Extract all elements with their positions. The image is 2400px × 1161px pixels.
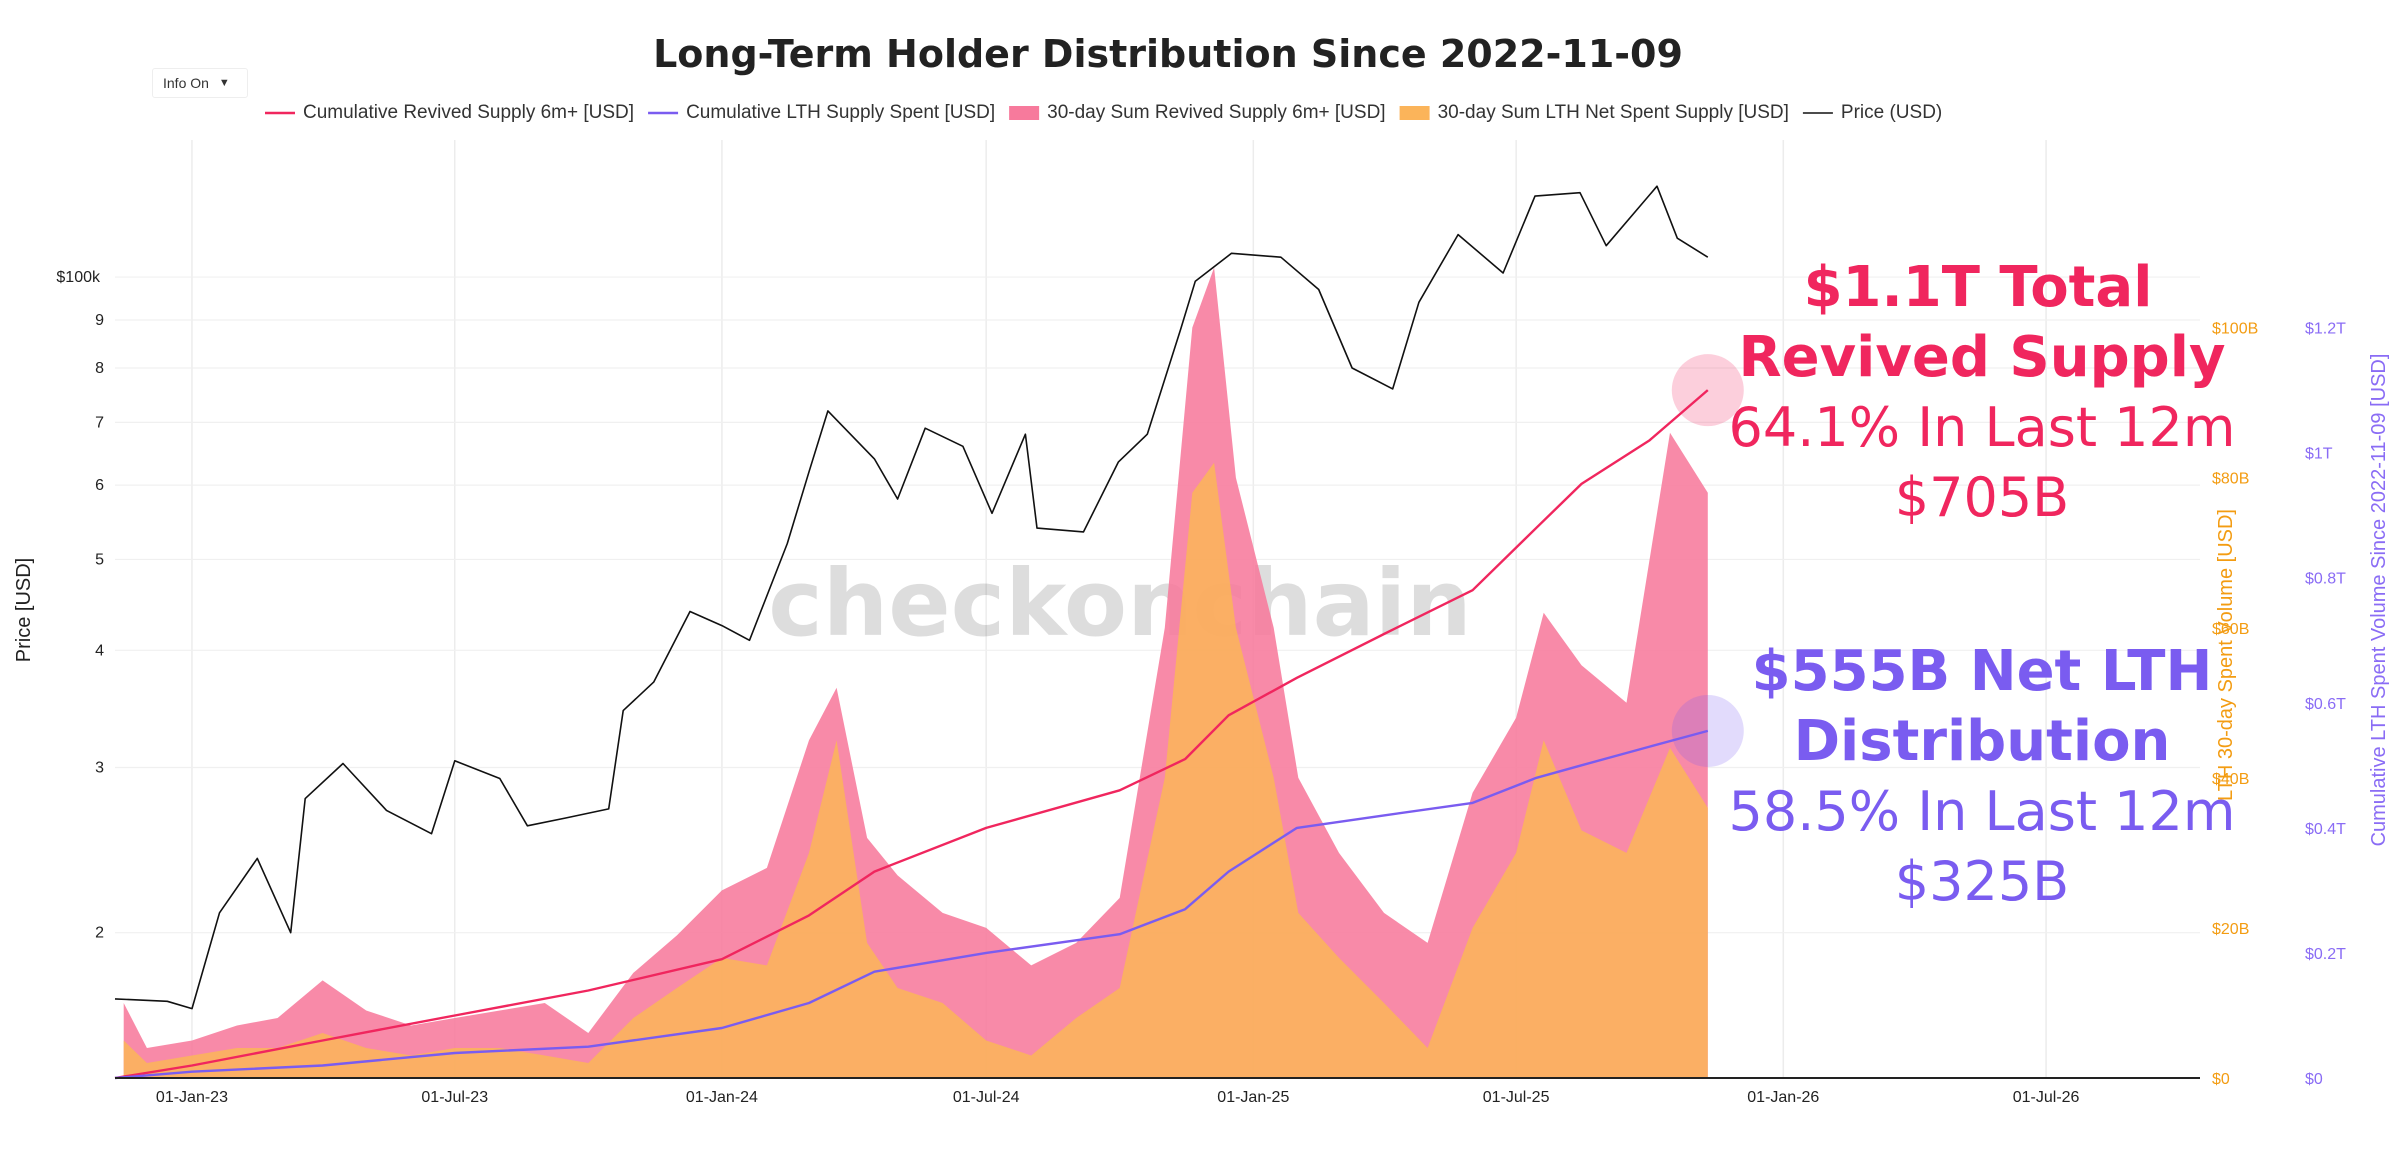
lth-annotation: $555B Net LTH Distribution 58.5% In Last… <box>1729 639 2236 913</box>
revived-annotation: $1.1T Total Revived Supply 64.1% In Last… <box>1729 255 2236 529</box>
price-tick-label: 3 <box>95 760 104 777</box>
price-axis-title: Price [USD] <box>13 558 35 662</box>
cumulative-tick-label: $0.2T <box>2305 946 2346 963</box>
highlight-marker <box>1671 354 1744 427</box>
volume-tick-label: $0 <box>2212 1071 2230 1088</box>
legend-label: Cumulative Revived Supply 6m+ [USD] <box>303 102 634 123</box>
line-series <box>114 185 1709 1080</box>
volume-tick-label: $20B <box>2212 921 2249 938</box>
cumulative-tick-label: $0 <box>2305 1071 2323 1088</box>
legend-swatch <box>1009 106 1040 120</box>
volume-tick-label: $40B <box>2212 771 2249 788</box>
lth-annotation-line3: 58.5% In Last 12m <box>1729 780 2236 843</box>
legend-item: 30-day Sum Revived Supply 6m+ [USD] <box>1009 102 1386 123</box>
legend-item: Cumulative Revived Supply 6m+ [USD] <box>265 102 634 123</box>
revived-annotation-line2: Revived Supply <box>1739 325 2226 390</box>
info-toggle-label: Info On <box>163 75 209 91</box>
lth-annotation-line1: $555B Net LTH <box>1752 639 2213 704</box>
price-tick-label: 5 <box>95 551 104 568</box>
axes: 01-Jan-23 01-Jul-23 01-Jan-24 01-Jul-24 01-J… <box>13 269 2390 1106</box>
price-tick-label: 6 <box>95 477 104 494</box>
cumulative-axis-title: Cumulative LTH Spent Volume Since 2022-1… <box>2368 354 2390 847</box>
highlight-marker <box>1671 694 1744 767</box>
x-tick-label: 01-Jul-23 <box>421 1089 488 1106</box>
chevron-down-icon: ▼ <box>218 77 230 89</box>
cumulative-tick-label: $0.8T <box>2305 571 2346 588</box>
price-tick-label: 4 <box>95 642 104 659</box>
legend-item: Price (USD) <box>1802 102 1942 123</box>
volume-tick-label: $100B <box>2212 321 2258 338</box>
legend-label: 30-day Sum Revived Supply 6m+ [USD] <box>1047 102 1385 123</box>
series-line <box>114 729 1709 1080</box>
legend-label: Cumulative LTH Supply Spent [USD] <box>686 102 995 123</box>
x-tick-label: 01-Jan-24 <box>686 1089 758 1106</box>
area-series <box>123 267 1708 1079</box>
volume-tick-label: $60B <box>2212 621 2249 638</box>
lth-annotation-line4: $325B <box>1895 850 2069 913</box>
highlight-markers <box>1671 354 1744 767</box>
series-area <box>123 267 1708 1079</box>
cumulative-tick-label: $1.2T <box>2305 321 2346 338</box>
series-area <box>123 462 1708 1078</box>
price-tick-label: 9 <box>95 312 104 329</box>
x-tick-label: 01-Jan-26 <box>1747 1089 1819 1106</box>
x-tick-label: 01-Jan-25 <box>1217 1089 1289 1106</box>
price-tick-label: 7 <box>95 414 104 431</box>
series-line <box>114 185 1709 1010</box>
price-tick-label: 2 <box>95 925 104 942</box>
chart-title: Long-Term Holder Distribution Since 2022… <box>653 32 1683 76</box>
x-tick-label: 01-Jan-23 <box>156 1089 228 1106</box>
info-toggle-button[interactable]: Info On ▼ <box>152 68 248 98</box>
legend-label: Price (USD) <box>1841 102 1942 123</box>
watermark: checkonchain <box>768 550 1472 657</box>
legend-item: 30-day Sum LTH Net Spent Supply [USD] <box>1399 102 1789 123</box>
revived-annotation-line1: $1.1T Total <box>1804 255 2153 320</box>
series-line <box>114 389 1709 1080</box>
volume-tick-label: $80B <box>2212 471 2249 488</box>
price-tick-label: $100k <box>56 269 101 286</box>
price-tick-label: 8 <box>95 360 104 377</box>
lth-annotation-line2: Distribution <box>1794 709 2171 774</box>
cumulative-tick-label: $1T <box>2305 446 2333 463</box>
x-tick-label: 01-Jul-25 <box>1483 1089 1550 1106</box>
legend-swatch <box>1399 106 1430 120</box>
volume-axis-title: LTH 30-day Spent Volume [USD] <box>2215 509 2237 801</box>
legend-label: 30-day Sum LTH Net Spent Supply [USD] <box>1438 102 1789 123</box>
legend-item: Cumulative LTH Supply Spent [USD] <box>648 102 995 123</box>
revived-annotation-line3: 64.1% In Last 12m <box>1729 396 2236 459</box>
cumulative-tick-label: $0.6T <box>2305 696 2346 713</box>
x-tick-label: 01-Jul-24 <box>953 1089 1020 1106</box>
legend: Cumulative Revived Supply 6m+ [USD] Cumul… <box>265 102 1942 123</box>
revived-annotation-line4: $705B <box>1895 466 2069 529</box>
cumulative-tick-label: $0.4T <box>2305 821 2346 838</box>
x-tick-label: 01-Jul-26 <box>2013 1089 2080 1106</box>
